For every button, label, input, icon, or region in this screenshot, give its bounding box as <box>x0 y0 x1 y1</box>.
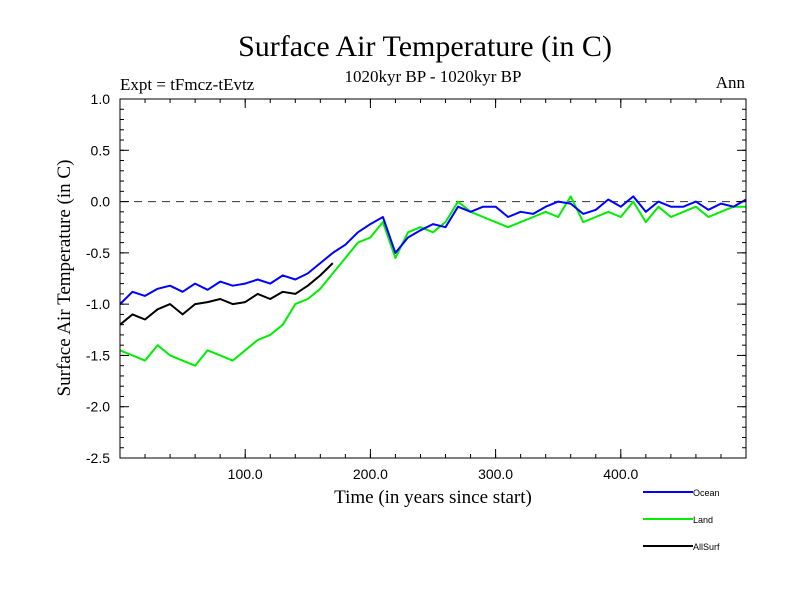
x-tick-label: 100.0 <box>228 466 263 482</box>
experiment-label: Expt = tFmcz-tEvtz <box>120 75 255 94</box>
y-tick-label: 0.0 <box>91 194 111 210</box>
series-line-ocean <box>119 195 747 305</box>
x-tick-label: 300.0 <box>478 466 513 482</box>
y-axis-label: Surface Air Temperature (in C) <box>54 160 75 397</box>
season-label: Ann <box>716 73 746 92</box>
x-tick-label: 200.0 <box>353 466 388 482</box>
y-tick-label: -0.5 <box>86 245 110 261</box>
y-tick-label: -2.0 <box>86 399 110 415</box>
series-line-allsurf <box>119 262 334 326</box>
y-tick-label: 1.0 <box>91 91 111 107</box>
x-tick-label: 400.0 <box>603 466 638 482</box>
y-tick-label: -1.0 <box>86 296 110 312</box>
y-tick-label: -2.5 <box>86 450 110 466</box>
axes: 100.0 200.0 300.0 400.0 -2.5 -2.0 -1.5 -1.0 -0.5… <box>86 91 747 482</box>
plot-frame <box>119 98 747 459</box>
y-tick-label: 0.5 <box>91 142 111 158</box>
legend: Ocean Land AllSurf <box>643 488 720 552</box>
y-tick-label: -1.5 <box>86 347 110 363</box>
chart-title: Surface Air Temperature (in C) <box>238 30 612 63</box>
series-line-land <box>119 195 746 367</box>
chart-subtitle: 1020kyr BP - 1020kyr BP <box>345 67 522 86</box>
x-axis-label: Time (in years since start) <box>334 487 532 508</box>
legend-label-ocean: Ocean <box>693 488 720 498</box>
legend-label-land: Land <box>693 515 713 525</box>
plot-area <box>119 195 747 367</box>
legend-label-allsurf: AllSurf <box>693 542 720 552</box>
